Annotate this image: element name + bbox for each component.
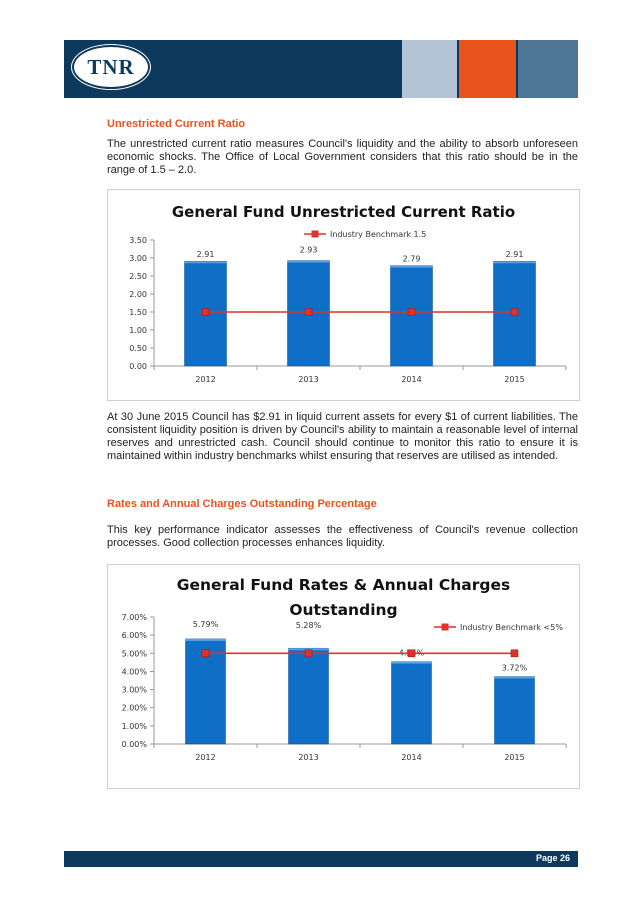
x-tick-label: 2014: [401, 375, 421, 384]
bar-value-label: 2.91: [197, 250, 215, 259]
section-heading-rates-outstanding: Rates and Annual Charges Outstanding Per…: [107, 498, 377, 510]
tnr-logo: TNR: [74, 47, 148, 87]
logo-text: TNR: [87, 55, 135, 79]
header-steel-blue-block: [518, 40, 578, 98]
bar-highlight: [390, 265, 433, 268]
x-tick-label: 2012: [195, 753, 215, 762]
bar-value-label: 3.72%: [502, 664, 528, 673]
footer-bar: Page 26: [64, 851, 578, 867]
bar-highlight: [287, 260, 330, 263]
benchmark-marker: [304, 649, 313, 658]
bar: [391, 661, 432, 745]
y-tick-label: 2.50: [129, 272, 147, 281]
legend-label: Industry Benchmark <5%: [460, 623, 563, 632]
y-tick-label: 0.00%: [122, 740, 148, 749]
y-tick-label: 0.00: [129, 362, 147, 371]
bar: [288, 647, 329, 745]
header-bar: TNR: [64, 40, 578, 98]
rates-outstanding-intro: This key performance indicator assesses …: [107, 524, 578, 549]
header-orange-block: [459, 40, 516, 98]
benchmark-marker: [510, 308, 519, 316]
current-ratio-chart: General Fund Unrestricted Current Ratio 0…: [107, 189, 580, 401]
y-tick-label: 3.00: [129, 254, 147, 263]
legend-marker: [311, 230, 319, 238]
bar-highlight: [494, 676, 535, 679]
y-tick-label: 3.00%: [122, 686, 148, 695]
current-ratio-intro: The unrestricted current ratio measures …: [107, 138, 578, 176]
bar-highlight: [288, 648, 329, 651]
header-light-blue-block: [402, 40, 457, 98]
chart-title: General Fund Unrestricted Current Ratio: [172, 203, 515, 221]
benchmark-marker: [510, 649, 519, 658]
y-tick-label: 4.00%: [122, 667, 148, 676]
y-tick-label: 7.00%: [122, 613, 148, 622]
current-ratio-analysis: At 30 June 2015 Council has $2.91 in liq…: [107, 411, 578, 462]
chart-title: Outstanding: [289, 601, 397, 619]
y-tick-label: 3.50: [129, 236, 147, 245]
bar-highlight: [493, 261, 536, 264]
benchmark-marker: [407, 308, 416, 316]
benchmark-marker: [304, 308, 313, 316]
rates-outstanding-chart-svg: General Fund Rates & Annual Charges Outst…: [122, 576, 567, 762]
bar-highlight: [184, 261, 227, 264]
bar: [494, 676, 535, 745]
x-tick-label: 2014: [401, 753, 421, 762]
chart-title: General Fund Rates & Annual Charges: [177, 576, 510, 594]
x-tick-label: 2012: [195, 375, 215, 384]
x-tick-label: 2015: [504, 753, 524, 762]
page-number: Page 26: [535, 853, 570, 863]
y-tick-label: 5.00%: [122, 649, 148, 658]
bar-value-label: 2.91: [506, 250, 524, 259]
y-tick-label: 1.50: [129, 308, 147, 317]
x-tick-label: 2013: [298, 375, 318, 384]
y-tick-label: 0.50: [129, 344, 147, 353]
bar-highlight: [185, 638, 226, 641]
benchmark-marker: [201, 308, 210, 316]
bar-value-label: 2.79: [403, 255, 421, 264]
y-tick-label: 1.00%: [122, 722, 148, 731]
section-heading-current-ratio: Unrestricted Current Ratio: [107, 118, 246, 130]
bar-value-label: 5.79%: [193, 620, 219, 629]
x-tick-label: 2013: [298, 753, 318, 762]
benchmark-marker: [201, 649, 210, 658]
benchmark-marker: [407, 649, 416, 658]
x-tick-label: 2015: [504, 375, 524, 384]
y-tick-label: 1.00: [129, 326, 147, 335]
bar-value-label: 5.28%: [296, 621, 322, 630]
rates-outstanding-chart: General Fund Rates & Annual Charges Outst…: [107, 564, 580, 789]
legend-marker: [441, 623, 449, 631]
legend-label: Industry Benchmark 1.5: [330, 230, 426, 239]
y-tick-label: 2.00: [129, 290, 147, 299]
bar-highlight: [391, 661, 432, 664]
y-tick-label: 6.00%: [122, 631, 148, 640]
bar-value-label: 2.93: [300, 246, 318, 255]
current-ratio-chart-svg: General Fund Unrestricted Current Ratio 0…: [129, 203, 567, 384]
y-tick-label: 2.00%: [122, 704, 148, 713]
